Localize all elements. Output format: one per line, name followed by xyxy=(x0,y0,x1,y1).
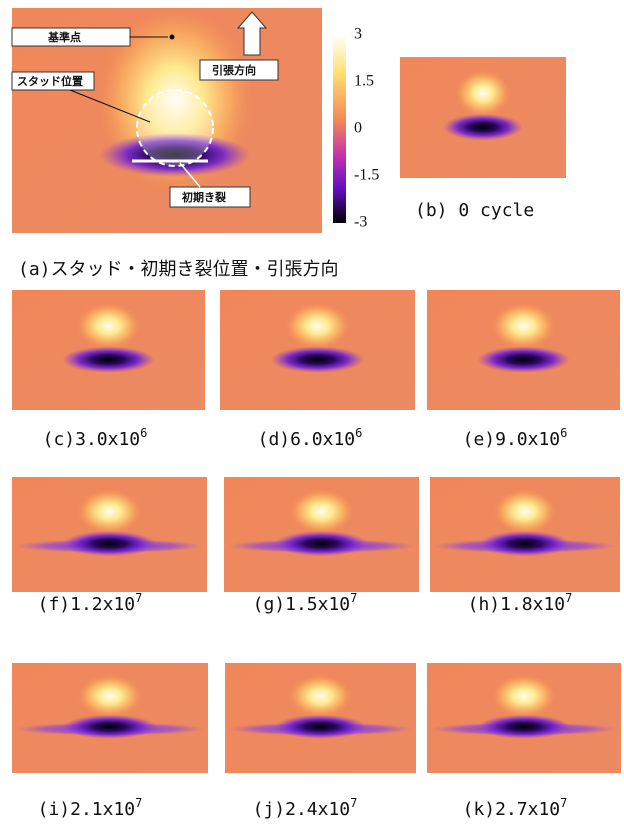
thermal-image xyxy=(12,477,207,592)
hot-spot xyxy=(491,302,557,350)
cold-spot xyxy=(477,715,570,739)
caption-label: (e)9.0x10 xyxy=(463,429,561,450)
annotation: 引張方向 xyxy=(212,63,256,77)
annotation: 基準点 xyxy=(47,30,81,44)
caption: (g)1.5x107 xyxy=(253,591,358,615)
annotation: 初期き裂 xyxy=(182,190,226,204)
cold-spot xyxy=(62,346,155,372)
cold-spot xyxy=(63,715,157,739)
hot-spot xyxy=(76,489,142,535)
thermal-image xyxy=(224,477,419,592)
hot-spot xyxy=(76,302,142,350)
colorbar-tick-label: 0 xyxy=(354,120,362,137)
hot-spot xyxy=(77,674,144,718)
cold-spot xyxy=(275,715,367,739)
caption-exponent: 6 xyxy=(140,426,147,440)
caption-exponent: 7 xyxy=(135,591,142,605)
annotation: スタッド位置 xyxy=(17,74,83,88)
caption-exponent: 7 xyxy=(565,591,572,605)
caption-exponent: 7 xyxy=(350,591,357,605)
cold-spot xyxy=(271,346,365,372)
thermal-image xyxy=(427,663,621,773)
colorbar-tick-label: 1.5 xyxy=(354,73,374,90)
caption: (f)1.2x107 xyxy=(38,591,143,615)
colorbar-tick-label: -3 xyxy=(354,214,367,231)
thermal-images xyxy=(12,5,621,773)
caption-label: (k)2.7x10 xyxy=(463,799,561,820)
colorbar-tick-label: 3 xyxy=(354,26,362,43)
caption: (b) 0 cycle xyxy=(415,200,534,221)
caption: (d)6.0x106 xyxy=(258,426,363,450)
caption-exponent: 7 xyxy=(350,796,357,810)
hot-spot xyxy=(284,302,350,350)
cold-spot xyxy=(63,531,157,556)
caption: (e)9.0x106 xyxy=(463,426,568,450)
caption-exponent: 6 xyxy=(560,426,567,440)
hot-spot xyxy=(491,674,557,718)
hot-spot xyxy=(288,489,354,535)
caption-label: (g)1.5x10 xyxy=(253,594,351,615)
thermal-image xyxy=(12,663,208,773)
thermal-image xyxy=(400,57,566,178)
caption-label: (h)1.8x10 xyxy=(468,594,566,615)
caption-label: (j)2.4x10 xyxy=(253,799,351,820)
hot-spot xyxy=(288,674,353,718)
cold-spot xyxy=(443,114,523,141)
caption-label: (f)1.2x10 xyxy=(38,594,136,615)
caption-exponent: 7 xyxy=(135,796,142,810)
caption: (h)1.8x107 xyxy=(468,591,573,615)
thermal-image xyxy=(430,477,620,592)
colorbar-tick-label: -1.5 xyxy=(354,167,379,184)
caption-exponent: 6 xyxy=(355,426,362,440)
caption-label: (d)6.0x10 xyxy=(258,429,356,450)
thermal-image xyxy=(220,290,415,410)
reference-dot xyxy=(170,35,175,40)
hot-spot xyxy=(455,69,511,117)
caption: (i)2.1x107 xyxy=(38,796,143,820)
caption: (k)2.7x107 xyxy=(463,796,568,820)
caption: (a)スタッド・初期き裂位置・引張方向 xyxy=(18,259,339,280)
caption-exponent: 7 xyxy=(560,796,567,810)
thermal-image xyxy=(12,290,205,410)
caption: (j)2.4x107 xyxy=(253,796,358,820)
caption-label: (c)3.0x10 xyxy=(43,429,141,450)
cold-spot xyxy=(477,346,570,372)
cold-spot xyxy=(275,531,369,556)
caption-label: (i)2.1x10 xyxy=(38,799,136,820)
stud-circle xyxy=(137,90,213,166)
caption: (c)3.0x106 xyxy=(43,426,148,450)
figure: 基準点 スタッド位置 引張方向 初期き裂 3 1.5 0 -1.5 -3 (b) 0 c… xyxy=(0,0,624,832)
thermal-image xyxy=(427,290,620,410)
cold-spot xyxy=(479,531,570,556)
hot-spot xyxy=(493,489,558,535)
thermal-image xyxy=(225,663,416,773)
colorbar xyxy=(333,35,346,223)
colorbar-ticks: 3 1.5 0 -1.5 -3 xyxy=(354,26,379,231)
